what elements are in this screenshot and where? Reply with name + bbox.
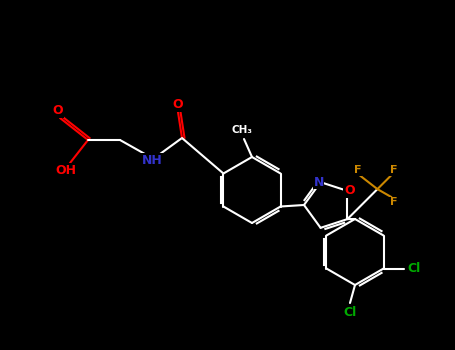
Text: N: N [313,176,324,189]
Text: NH: NH [142,154,162,167]
Text: F: F [389,197,397,207]
Text: OH: OH [56,163,76,176]
Text: Cl: Cl [344,307,357,320]
Text: CH₃: CH₃ [232,125,253,135]
Text: O: O [53,105,63,118]
Text: O: O [173,98,183,112]
Text: F: F [389,165,397,175]
Text: Cl: Cl [407,262,420,275]
Text: O: O [344,184,355,197]
Text: F: F [354,165,361,175]
